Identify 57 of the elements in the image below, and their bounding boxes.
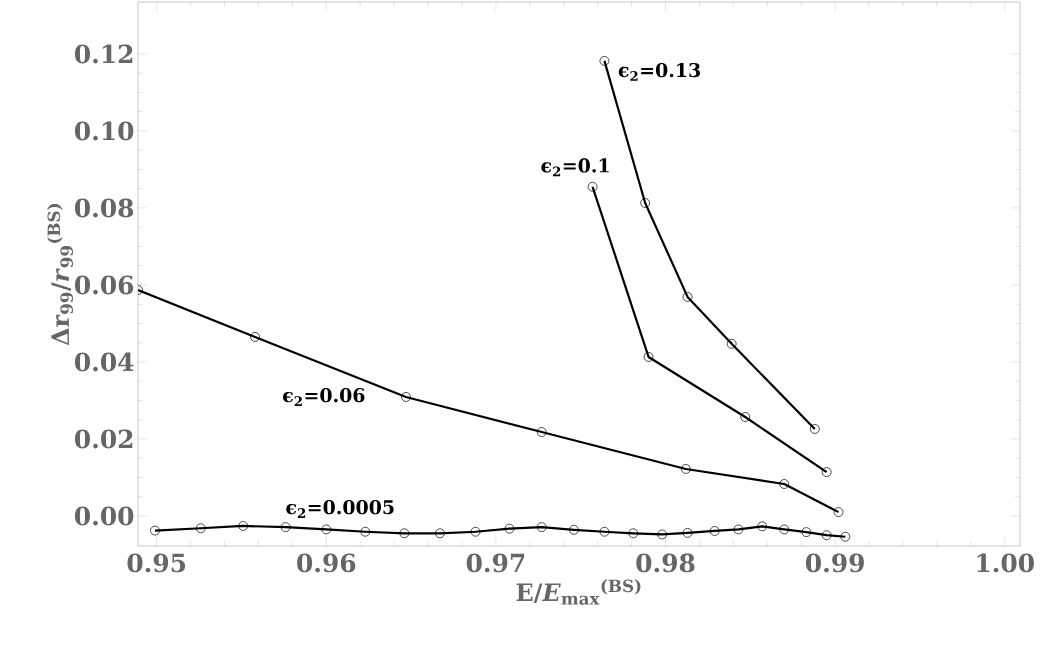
y-tick-label: 0.04 bbox=[75, 352, 134, 372]
point bbox=[599, 526, 610, 537]
x-tick-label: 0.97 bbox=[466, 553, 525, 573]
point bbox=[801, 527, 812, 537]
point bbox=[809, 424, 820, 434]
point bbox=[238, 521, 249, 531]
x-tick-label: 0.96 bbox=[297, 553, 356, 573]
point bbox=[657, 529, 667, 540]
y-tick-label: 0.08 bbox=[75, 198, 134, 218]
y-tick-label: 0.00 bbox=[75, 506, 134, 526]
point bbox=[504, 523, 515, 534]
point bbox=[536, 427, 547, 437]
point bbox=[401, 392, 411, 402]
point bbox=[757, 521, 768, 532]
series-label: ϵ$_{2}$=0.06 bbox=[283, 388, 365, 406]
x-tick-label: 0.99 bbox=[805, 553, 864, 573]
point bbox=[399, 528, 410, 539]
series-label: ϵ$_{2}$=0.13 bbox=[618, 62, 700, 81]
point bbox=[321, 524, 332, 535]
point bbox=[628, 528, 639, 539]
point bbox=[682, 528, 693, 538]
point bbox=[643, 352, 654, 362]
point bbox=[733, 524, 744, 535]
point bbox=[435, 528, 445, 539]
point bbox=[569, 524, 579, 535]
y-tick-label: 0.10 bbox=[75, 121, 134, 141]
x-tick-label: 0.98 bbox=[636, 553, 695, 573]
point bbox=[821, 467, 832, 477]
point bbox=[833, 507, 844, 517]
y-axis-title: Δr$_{99}$/r$_{99}$(BS) bbox=[47, 204, 73, 346]
point bbox=[740, 412, 751, 422]
x-tick-label: 0.95 bbox=[127, 553, 186, 573]
point bbox=[682, 292, 693, 302]
point bbox=[840, 531, 851, 542]
point bbox=[195, 523, 206, 534]
point bbox=[726, 339, 737, 349]
y-tick-label: 0.12 bbox=[75, 44, 133, 64]
point bbox=[150, 525, 160, 536]
x-axis-title: E/E$_{max}$(BS) bbox=[516, 579, 641, 605]
y-tick-label: 0.06 bbox=[75, 275, 134, 295]
y-tick-label: 0.02 bbox=[75, 429, 133, 449]
point bbox=[250, 332, 260, 342]
point bbox=[599, 56, 610, 66]
series-label: ϵ$_{2}$=0.0005 bbox=[286, 499, 394, 518]
point bbox=[470, 526, 481, 537]
point bbox=[779, 524, 790, 535]
point bbox=[681, 464, 691, 474]
point bbox=[587, 181, 598, 192]
x-tick-label: 1.00 bbox=[977, 553, 1034, 573]
point bbox=[360, 526, 371, 537]
point bbox=[821, 530, 832, 541]
point bbox=[640, 198, 651, 208]
point bbox=[280, 522, 291, 532]
point bbox=[536, 522, 547, 532]
point bbox=[779, 479, 790, 489]
series-label: ϵ$_{2}$=0.1 bbox=[541, 158, 609, 177]
point bbox=[709, 526, 720, 536]
